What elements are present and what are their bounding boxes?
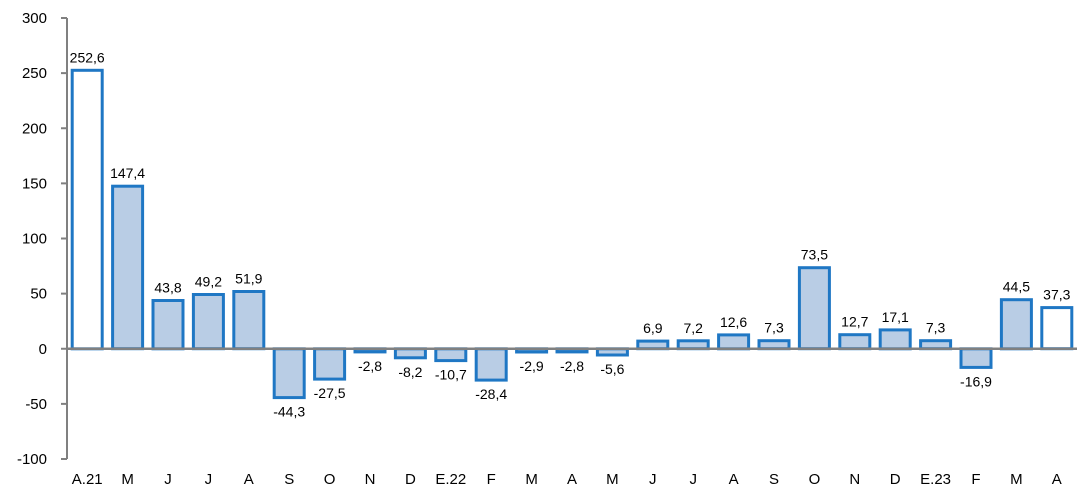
x-tick-label: M <box>525 471 538 488</box>
x-tick-label: E.23 <box>920 471 951 488</box>
data-label: 7,3 <box>926 320 946 336</box>
x-tick-label: A <box>1052 471 1062 488</box>
x-tick-label: O <box>809 471 821 488</box>
data-label: 7,3 <box>764 320 784 336</box>
data-label: 17,1 <box>882 309 909 325</box>
bar <box>70 68 104 351</box>
x-tick-label: M <box>1010 471 1023 488</box>
bar <box>1040 306 1074 351</box>
x-tick-label: S <box>284 471 294 488</box>
data-label: -2,8 <box>358 358 382 374</box>
bar <box>272 347 306 400</box>
bar <box>474 347 508 382</box>
y-tick-label: 300 <box>22 10 47 27</box>
data-label: 43,8 <box>154 280 181 296</box>
bar <box>999 298 1033 351</box>
data-label: 12,7 <box>841 314 868 330</box>
bar <box>191 293 225 351</box>
x-tick-label: O <box>324 471 336 488</box>
bar <box>797 266 831 351</box>
data-label: -27,5 <box>314 385 346 401</box>
bar <box>313 347 347 381</box>
x-tick-label: A.21 <box>72 471 103 488</box>
y-axis: 300 250 200 150 100 50 0 -50 -100 <box>17 10 68 468</box>
x-tick-label: A <box>244 471 254 488</box>
y-tick-label: -100 <box>17 451 47 468</box>
bar <box>959 347 993 369</box>
data-label: -44,3 <box>273 404 305 420</box>
y-tick-label: 150 <box>22 175 47 192</box>
x-tick-label: M <box>606 471 619 488</box>
data-label: -28,4 <box>475 386 507 402</box>
data-label: 44,5 <box>1003 279 1030 295</box>
y-tick-label: 250 <box>22 65 47 82</box>
y-tick-label: 50 <box>30 286 47 303</box>
data-label: -10,7 <box>435 367 467 383</box>
data-label: 49,2 <box>195 274 222 290</box>
data-label: -5,6 <box>600 361 624 377</box>
x-tick-label: S <box>769 471 779 488</box>
x-tick-label: F <box>487 471 496 488</box>
data-label: -2,9 <box>520 358 544 374</box>
data-labels: 252,6 147,4 43,8 49,2 51,9 -44,3 -27,5 -2,8 -8,2… <box>70 49 1071 419</box>
bar <box>111 184 145 351</box>
x-tick-label: A <box>567 471 577 488</box>
bar <box>393 347 427 360</box>
x-tick-label: F <box>971 471 980 488</box>
data-label: -2,8 <box>560 358 584 374</box>
x-tick-label: D <box>890 471 901 488</box>
bar <box>717 333 751 351</box>
bar <box>878 328 912 351</box>
y-tick-label: -50 <box>25 396 47 413</box>
bar <box>434 347 468 363</box>
data-label: 51,9 <box>235 271 262 287</box>
data-label: 7,2 <box>683 320 703 336</box>
data-label: 147,4 <box>110 165 145 181</box>
x-tick-label: J <box>689 471 697 488</box>
data-label: 6,9 <box>643 320 663 336</box>
y-tick-label: 100 <box>22 231 47 248</box>
data-label: -8,2 <box>398 364 422 380</box>
x-tick-label: D <box>405 471 416 488</box>
bar <box>838 333 872 351</box>
x-tick-label: J <box>205 471 213 488</box>
data-label: 12,6 <box>720 314 747 330</box>
x-tick-label: E.22 <box>435 471 466 488</box>
data-label: 252,6 <box>70 49 105 65</box>
data-label: -16,9 <box>960 373 992 389</box>
x-tick-label: A <box>729 471 739 488</box>
y-tick-label: 200 <box>22 120 47 137</box>
x-tick-label: J <box>649 471 657 488</box>
y-tick-label: 0 <box>39 341 47 358</box>
x-tick-label: M <box>121 471 134 488</box>
x-tick-label: N <box>849 471 860 488</box>
data-label: 37,3 <box>1043 287 1070 303</box>
bar <box>151 299 185 351</box>
data-label: 73,5 <box>801 247 828 263</box>
x-tick-label: N <box>365 471 376 488</box>
x-axis-labels: A.21 M J J A S O N D E.22 F M A M J J A S O N D E.23 F M A <box>72 471 1062 488</box>
bar <box>232 290 266 351</box>
x-tick-label: J <box>164 471 172 488</box>
